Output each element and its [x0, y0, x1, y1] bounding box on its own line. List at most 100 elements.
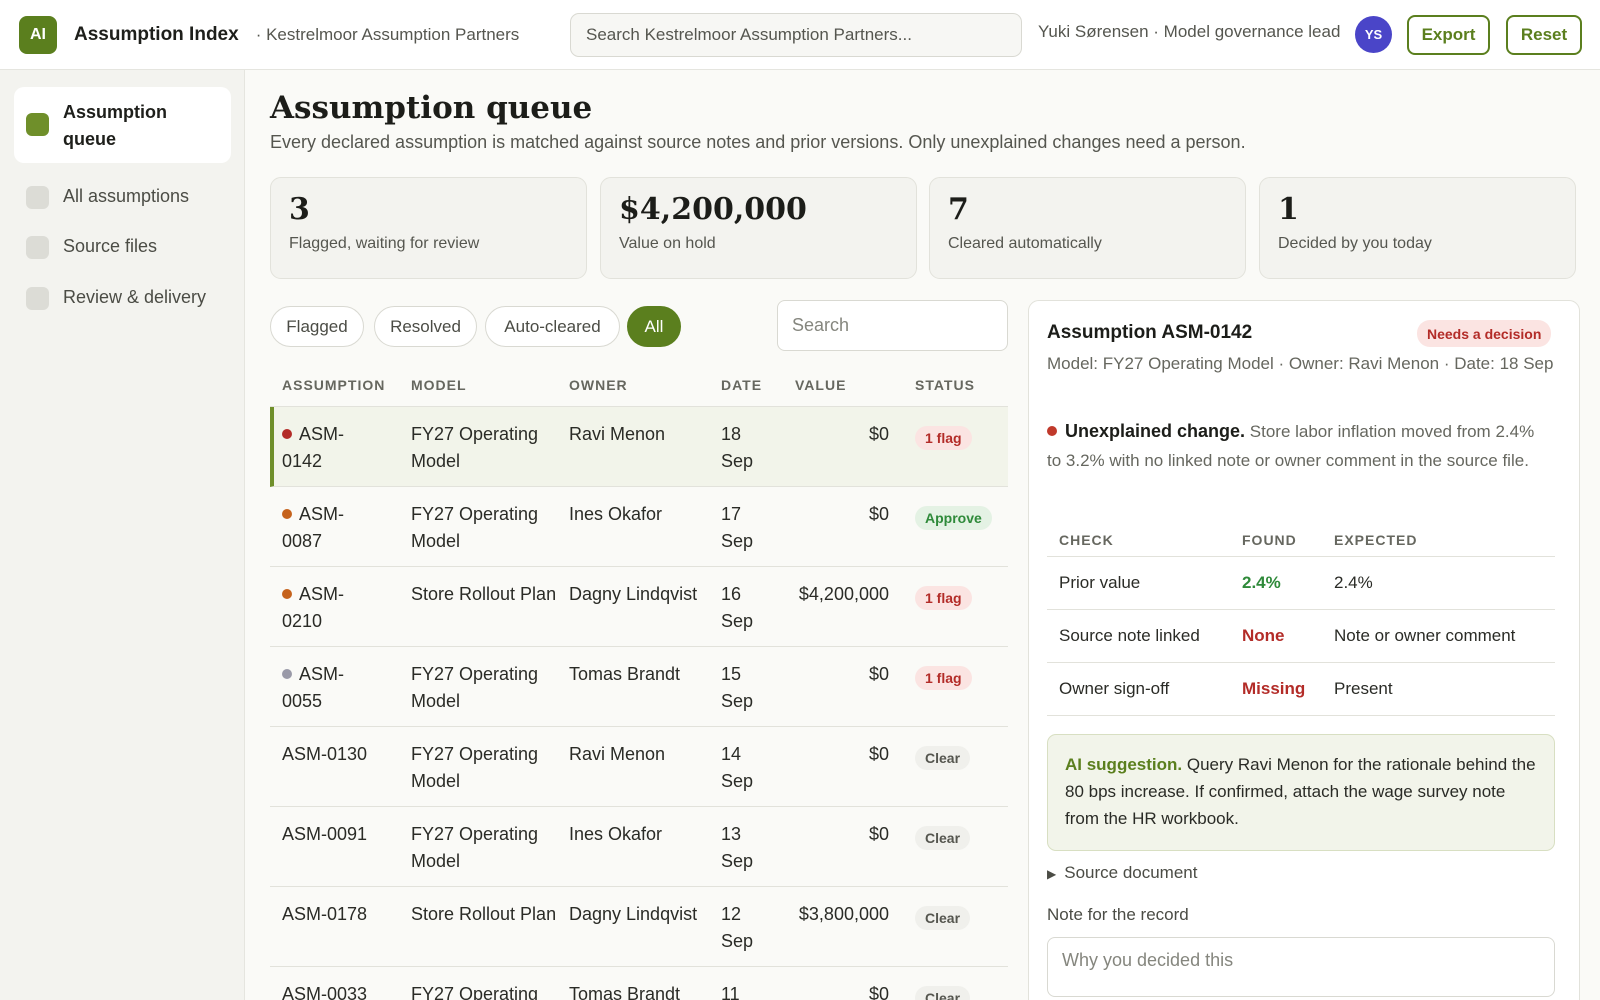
assumption-id: ASM-0091: [282, 821, 400, 848]
assumption-id: ASM-0130: [282, 741, 400, 768]
table-row[interactable]: ASM- 0055 FY27 Operating Model Tomas Brand…: [270, 647, 1008, 727]
assumption-id-text: ASM-0130: [282, 744, 368, 764]
col-model[interactable]: MODEL: [411, 377, 467, 393]
reset-button[interactable]: Reset: [1506, 15, 1582, 55]
review-delivery-icon: [26, 287, 49, 310]
top-bar: AI Assumption Index · Kestrelmoor Assump…: [0, 0, 1600, 70]
status-dot-icon: [282, 509, 292, 519]
note-input[interactable]: Why you decided this: [1047, 937, 1555, 997]
value-cell: $0: [868, 744, 889, 764]
table-row[interactable]: ASM-0130 FY27 Operating Model Ravi Menon 14…: [270, 727, 1008, 807]
value-cell: $3,800,000: [798, 904, 889, 924]
value-cell: $0: [868, 664, 889, 684]
kpi-value: 1: [1278, 192, 1299, 227]
table-row[interactable]: ASM- 0210 Store Rollout Plan Dagny Lindqvi…: [270, 567, 1008, 647]
page-subtitle: Every declared assumption is matched aga…: [270, 132, 1246, 152]
model-cell: FY27 Operating Model: [411, 824, 539, 871]
triangle-right-icon: ▶: [1047, 867, 1057, 881]
sidebar-item-label: Review & delivery: [63, 287, 207, 307]
owner-cell: Ines Okafor: [569, 504, 663, 524]
status-cell: 1 flag: [915, 424, 972, 451]
filter-flagged[interactable]: Flagged: [270, 306, 364, 347]
model-cell: FY27 Operating Model: [411, 984, 539, 1000]
status-badge[interactable]: Approve: [915, 506, 992, 530]
export-button[interactable]: Export: [1407, 15, 1490, 55]
avatar[interactable]: YS: [1355, 16, 1392, 53]
assumption-id-text: ASM- 0087: [282, 504, 344, 551]
sidebar-item-review-delivery[interactable]: Review & delivery: [14, 275, 231, 322]
alert-text: Store labor inflation moved from 2.4% to…: [1047, 422, 1535, 470]
status-cell: Clear: [915, 984, 971, 1000]
owner-cell: Ines Okafor: [569, 824, 663, 844]
app-title: Assumption Index: [74, 23, 239, 45]
model-cell: Store Rollout Plan: [411, 584, 557, 604]
kpi-value: $4,200,000: [619, 192, 807, 227]
col-status[interactable]: STATUS: [915, 377, 975, 393]
source-files-icon: [26, 236, 49, 259]
page-title: Assumption queue: [270, 90, 593, 126]
filter-auto-cleared[interactable]: Auto-cleared: [485, 306, 620, 347]
col-date[interactable]: DATE: [721, 377, 763, 393]
check-found: 2.4%: [1242, 573, 1281, 592]
assumption-table: ASSUMPTION MODEL OWNER DATE VALUE STATUS…: [270, 360, 1008, 1000]
source-document-label: Source document: [1064, 863, 1198, 882]
value-cell: $4,200,000: [798, 584, 889, 604]
assumption-id: ASM-0178: [282, 901, 400, 928]
col-assumption[interactable]: ASSUMPTION: [282, 377, 386, 393]
status-cell: 1 flag: [915, 584, 972, 611]
filter-resolved[interactable]: Resolved: [374, 306, 477, 347]
filter-all[interactable]: All: [627, 306, 681, 347]
status-dot-icon: [282, 589, 292, 599]
col-found: FOUND: [1242, 532, 1297, 548]
org-name: · Kestrelmoor Assumption Partners: [255, 24, 520, 44]
value-cell: $0: [868, 824, 889, 844]
alert-heading: Unexplained change.: [1065, 421, 1246, 441]
model-cell: Store Rollout Plan: [411, 904, 557, 924]
date-cell: 15 Sep: [721, 664, 754, 711]
table-row[interactable]: ASM-0033 FY27 Operating Model Tomas Brandt…: [270, 967, 1008, 1000]
check-row: Source note linked None Note or owner co…: [1047, 610, 1555, 663]
check-expected: Note or owner comment: [1334, 626, 1516, 645]
status-badge: Needs a decision: [1417, 320, 1552, 347]
col-value[interactable]: VALUE: [795, 377, 847, 393]
status-badge: 1 flag: [915, 426, 972, 450]
assumption-id-text: ASM- 0210: [282, 584, 344, 631]
list-search-input[interactable]: Search: [777, 300, 1008, 351]
date-cell: 12 Sep: [721, 904, 754, 951]
global-search-input[interactable]: Search Kestrelmoor Assumption Partners..…: [570, 13, 1022, 57]
date-cell: 18 Sep: [721, 424, 754, 471]
owner-cell: Dagny Lindqvist: [569, 584, 698, 604]
owner-cell: Dagny Lindqvist: [569, 904, 698, 924]
owner-cell: Ravi Menon: [569, 744, 666, 764]
assumption-id-text: ASM- 0055: [282, 664, 344, 711]
table-row[interactable]: ASM-0091 FY27 Operating Model Ines Okafor 1…: [270, 807, 1008, 887]
sidebar-item-source-files[interactable]: Source files: [14, 224, 231, 271]
source-document-toggle[interactable]: ▶ Source document: [1047, 863, 1197, 883]
table-row[interactable]: ASM-0178 Store Rollout Plan Dagny Lindqvis…: [270, 887, 1008, 967]
col-owner[interactable]: OWNER: [569, 377, 628, 393]
value-cell: $0: [868, 984, 889, 1000]
check-expected: 2.4%: [1334, 573, 1373, 592]
status-badge: Clear: [915, 906, 971, 930]
table-row[interactable]: ASM- 0087 FY27 Operating Model Ines Okafor…: [270, 487, 1008, 567]
sidebar-item-all-assumptions[interactable]: All assumptions: [14, 174, 231, 221]
col-check: CHECK: [1059, 532, 1114, 548]
status-badge: Clear: [915, 986, 971, 1000]
date-cell: 14 Sep: [721, 744, 754, 791]
assumption-id-text: ASM-0178: [282, 904, 368, 924]
assumption-id-text: ASM-0091: [282, 824, 368, 844]
status-cell: Clear: [915, 904, 971, 931]
status-cell: Approve: [915, 504, 992, 531]
kpi-label: Cleared automatically: [948, 235, 1102, 252]
kpi-label: Decided by you today: [1278, 235, 1432, 252]
date-cell: 13 Sep: [721, 824, 754, 871]
detail-meta: Model: FY27 Operating Model · Owner: Rav…: [1047, 354, 1554, 373]
assumption-id: ASM- 0087: [282, 501, 400, 555]
check-name: Source note linked: [1059, 626, 1200, 645]
kpi-card-flagged: 3 Flagged, waiting for review: [270, 177, 587, 279]
value-cell: $0: [868, 504, 889, 524]
status-cell: Clear: [915, 744, 971, 771]
table-row[interactable]: ASM- 0142 FY27 Operating Model Ravi Menon 1…: [270, 407, 1008, 487]
assumption-id: ASM- 0055: [282, 661, 400, 715]
sidebar-item-assumption-queue[interactable]: Assumption queue: [14, 87, 231, 163]
